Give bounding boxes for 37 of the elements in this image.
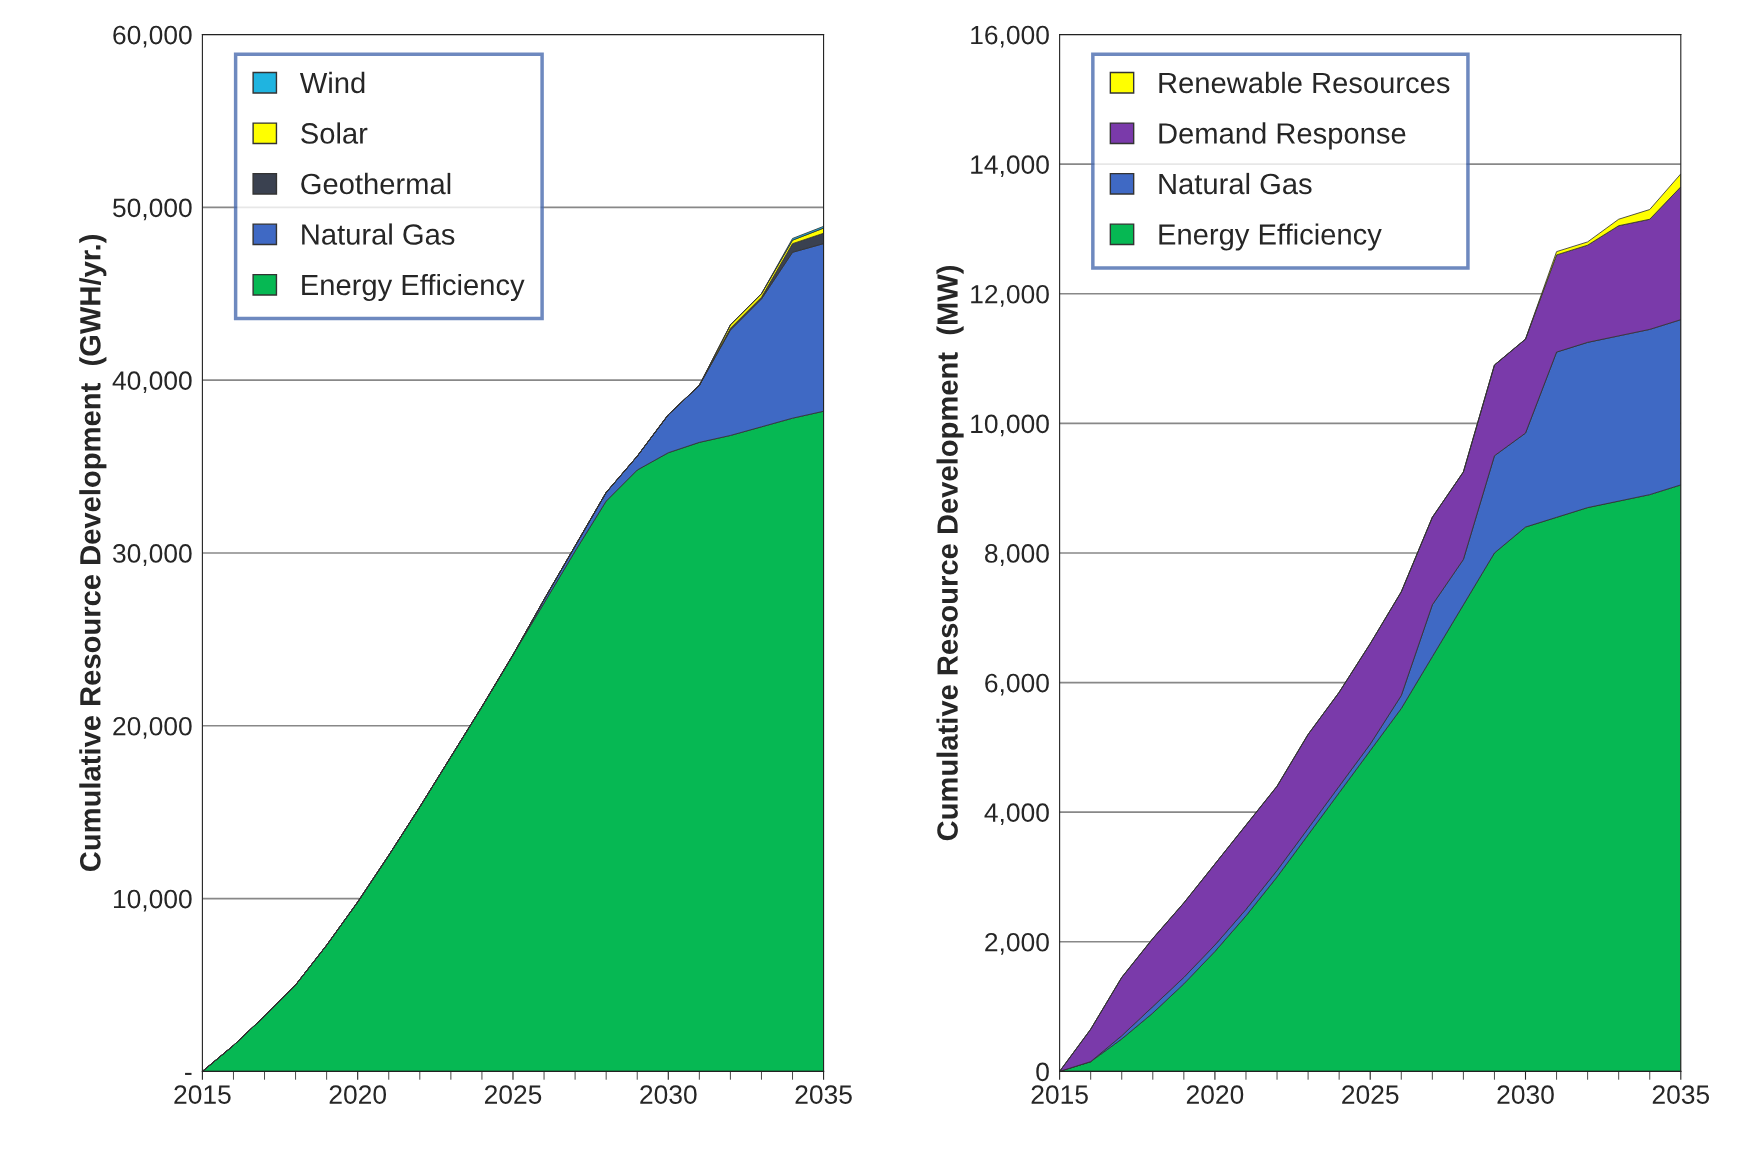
y-tick-label: 8,000 xyxy=(985,544,1049,566)
x-tick-label: 2030 xyxy=(1497,1085,1554,1104)
legend-label: Energy Efficiency xyxy=(302,273,525,302)
y-tick-label: 40,000 xyxy=(112,371,192,394)
x-tick-label: 2035 xyxy=(1652,1085,1710,1104)
y-axis-title: Cumulative Resource Development (MW) xyxy=(936,265,964,841)
y-tick-label: - xyxy=(185,1072,192,1075)
y-tick-label: 4,000 xyxy=(984,803,1049,826)
x-tick-label: 2025 xyxy=(484,1085,542,1104)
y-tick-label: 50,000 xyxy=(113,198,192,221)
y-tick-label: 30,000 xyxy=(112,544,192,566)
y-tick-label: 14,000 xyxy=(971,155,1049,178)
legend-label: Natural Gas xyxy=(1159,172,1312,195)
y-tick-label: 0 xyxy=(1036,1062,1049,1082)
legend-label: Wind xyxy=(299,71,365,94)
x-tick-label: 2020 xyxy=(329,1085,387,1104)
x-tick-label: 2035 xyxy=(795,1085,852,1104)
legend-label: Natural Gas xyxy=(302,223,455,245)
y-tick-label: 12,000 xyxy=(971,284,1049,307)
y-tick-label: 2,000 xyxy=(985,932,1049,955)
y-tick-label: 60,000 xyxy=(113,25,192,48)
legend-label: Geothermal xyxy=(301,172,451,195)
y-tick-label: 10,000 xyxy=(113,889,192,912)
y-axis-title: Cumulative Resource Development (GWH/yr.) xyxy=(79,235,107,872)
y-tick-label: 6,000 xyxy=(985,673,1049,696)
x-tick-label: 2020 xyxy=(1186,1085,1244,1104)
x-tick-label: 2025 xyxy=(1342,1085,1399,1104)
y-tick-label: 16,000 xyxy=(971,25,1049,48)
y-tick-label: 10,000 xyxy=(971,414,1049,437)
legend-label: Solar xyxy=(301,122,368,144)
x-tick-label: 2015 xyxy=(1031,1085,1088,1104)
x-tick-label: 2030 xyxy=(640,1085,697,1104)
legend-label: Energy Efficiency xyxy=(1159,223,1382,251)
y-tick-label: 20,000 xyxy=(113,716,192,739)
x-tick-label: 2015 xyxy=(174,1085,231,1104)
legend-label: Demand Response xyxy=(1159,122,1406,150)
legend-label: Renewable Resources xyxy=(1159,71,1450,94)
